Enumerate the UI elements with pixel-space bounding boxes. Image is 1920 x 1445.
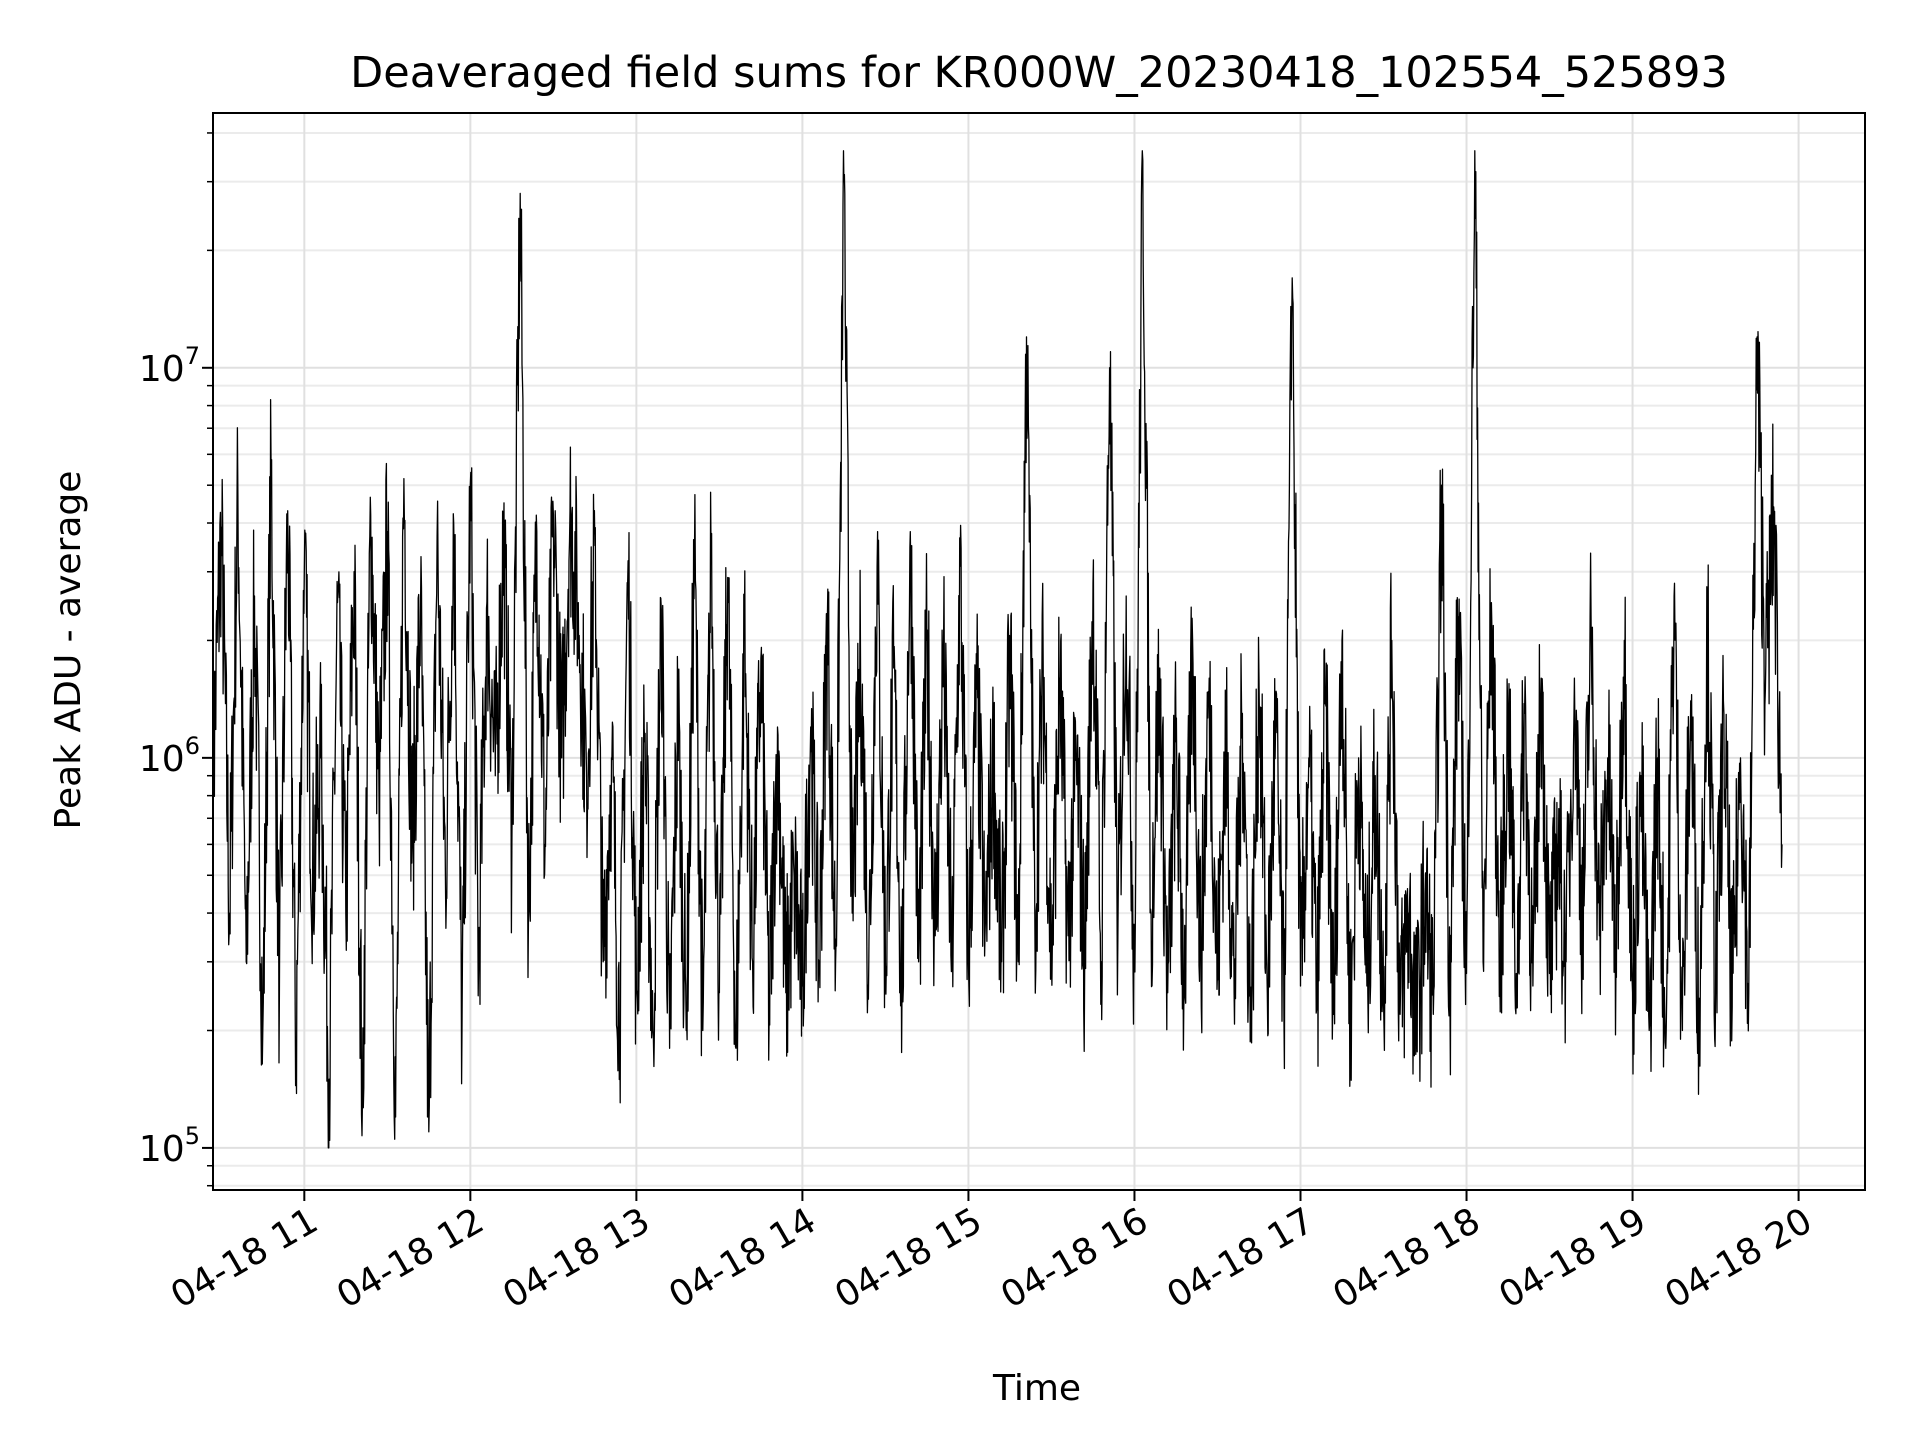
series-line (212, 150, 1783, 1149)
y-axis-label: Peak ADU - average (48, 471, 89, 830)
y-tick-label: 105 (139, 1122, 200, 1170)
plot-frame (212, 112, 1866, 1191)
y-tick-label: 107 (139, 342, 200, 390)
y-tick-label: 106 (139, 732, 200, 780)
series-layer (212, 150, 1783, 1149)
x-axis-label: Time (992, 1368, 1081, 1409)
chart-title: Deaveraged field sums for KR000W_2023041… (350, 48, 1728, 98)
